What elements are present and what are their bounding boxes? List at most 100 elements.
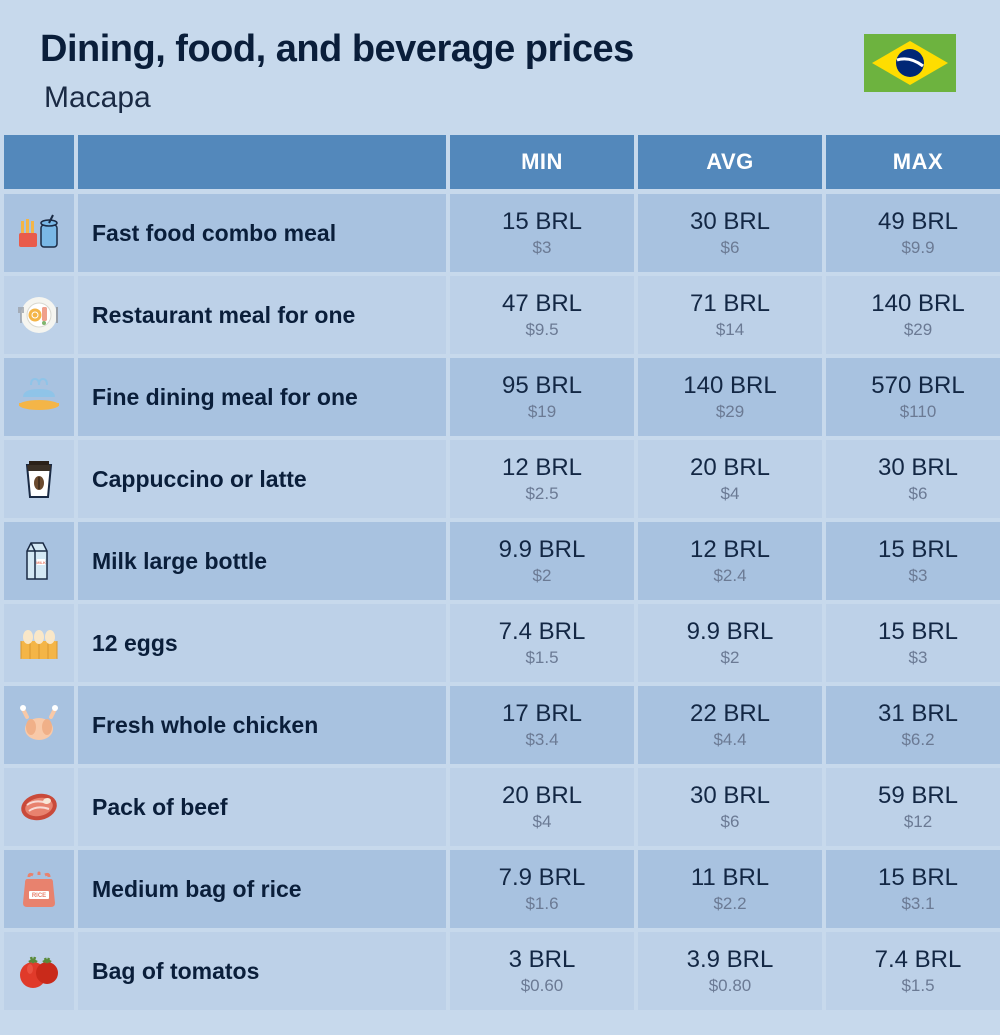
min-usd: $3 <box>533 238 552 258</box>
max-brl: 570 BRL <box>871 372 964 400</box>
tomato-icon <box>17 949 61 993</box>
item-label: Pack of beef <box>92 794 228 821</box>
icon-cell <box>4 276 74 354</box>
label-cell: Bag of tomatos <box>78 932 446 1010</box>
avg-brl: 30 BRL <box>690 208 770 236</box>
item-label: Bag of tomatos <box>92 958 259 985</box>
label-cell: 12 eggs <box>78 604 446 682</box>
max-usd: $110 <box>900 402 937 422</box>
avg-brl: 71 BRL <box>690 290 770 318</box>
max-usd: $6.2 <box>901 730 934 750</box>
th-avg: AVG <box>638 135 822 189</box>
item-label: Fast food combo meal <box>92 220 336 247</box>
max-brl: 15 BRL <box>878 864 958 892</box>
min-cell: 20 BRL $4 <box>450 768 634 846</box>
avg-usd: $4.4 <box>713 730 746 750</box>
max-usd: $3 <box>909 566 928 586</box>
max-brl: 15 BRL <box>878 536 958 564</box>
max-cell: 7.4 BRL $1.5 <box>826 932 1000 1010</box>
table-row: Pack of beef 20 BRL $4 30 BRL $6 59 BRL … <box>0 768 1000 846</box>
max-brl: 15 BRL <box>878 618 958 646</box>
min-usd: $2.5 <box>525 484 558 504</box>
eggs-icon <box>17 621 61 665</box>
item-label: Fresh whole chicken <box>92 712 318 739</box>
min-brl: 95 BRL <box>502 372 582 400</box>
label-cell: Milk large bottle <box>78 522 446 600</box>
th-min: MIN <box>450 135 634 189</box>
min-usd: $2 <box>533 566 552 586</box>
max-usd: $1.5 <box>901 976 934 996</box>
min-brl: 3 BRL <box>509 946 576 974</box>
avg-cell: 140 BRL $29 <box>638 358 822 436</box>
label-cell: Pack of beef <box>78 768 446 846</box>
label-cell: Fine dining meal for one <box>78 358 446 436</box>
max-brl: 31 BRL <box>878 700 958 728</box>
beef-icon <box>17 785 61 829</box>
label-cell: Restaurant meal for one <box>78 276 446 354</box>
avg-usd: $6 <box>721 812 740 832</box>
icon-cell <box>4 932 74 1010</box>
min-cell: 9.9 BRL $2 <box>450 522 634 600</box>
avg-cell: 71 BRL $14 <box>638 276 822 354</box>
max-brl: 30 BRL <box>878 454 958 482</box>
item-label: Medium bag of rice <box>92 876 302 903</box>
label-cell: Medium bag of rice <box>78 850 446 928</box>
icon-cell <box>4 686 74 764</box>
min-brl: 17 BRL <box>502 700 582 728</box>
max-usd: $9.9 <box>901 238 934 258</box>
label-cell: Fresh whole chicken <box>78 686 446 764</box>
item-label: Milk large bottle <box>92 548 267 575</box>
page-header: Dining, food, and beverage prices Macapa <box>0 0 1000 135</box>
price-table: MIN AVG MAX Fast food combo meal 15 BRL … <box>0 135 1000 1010</box>
min-usd: $3.4 <box>525 730 558 750</box>
min-cell: 3 BRL $0.60 <box>450 932 634 1010</box>
max-brl: 59 BRL <box>878 782 958 810</box>
max-cell: 30 BRL $6 <box>826 440 1000 518</box>
min-cell: 7.9 BRL $1.6 <box>450 850 634 928</box>
min-usd: $1.6 <box>525 894 558 914</box>
item-label: 12 eggs <box>92 630 178 657</box>
price-table-page: Dining, food, and beverage prices Macapa… <box>0 0 1000 1010</box>
max-cell: 15 BRL $3 <box>826 604 1000 682</box>
min-cell: 95 BRL $19 <box>450 358 634 436</box>
table-row: Fresh whole chicken 17 BRL $3.4 22 BRL $… <box>0 686 1000 764</box>
item-label: Fine dining meal for one <box>92 384 358 411</box>
brazil-flag-icon <box>864 34 956 92</box>
restaurant-meal-icon <box>17 293 61 337</box>
icon-cell <box>4 522 74 600</box>
min-cell: 15 BRL $3 <box>450 194 634 272</box>
avg-brl: 12 BRL <box>690 536 770 564</box>
max-brl: 140 BRL <box>871 290 964 318</box>
max-brl: 7.4 BRL <box>875 946 962 974</box>
min-usd: $19 <box>528 402 556 422</box>
min-brl: 9.9 BRL <box>499 536 586 564</box>
titles: Dining, food, and beverage prices Macapa <box>40 28 634 115</box>
max-cell: 570 BRL $110 <box>826 358 1000 436</box>
avg-brl: 3.9 BRL <box>687 946 774 974</box>
max-cell: 31 BRL $6.2 <box>826 686 1000 764</box>
avg-brl: 11 BRL <box>691 864 769 892</box>
table-row: Fast food combo meal 15 BRL $3 30 BRL $6… <box>0 194 1000 272</box>
icon-cell <box>4 768 74 846</box>
max-usd: $29 <box>904 320 932 340</box>
avg-cell: 12 BRL $2.4 <box>638 522 822 600</box>
avg-cell: 20 BRL $4 <box>638 440 822 518</box>
page-subtitle: Macapa <box>44 81 634 115</box>
min-brl: 47 BRL <box>502 290 582 318</box>
fast-food-icon <box>17 211 61 255</box>
avg-cell: 9.9 BRL $2 <box>638 604 822 682</box>
chicken-icon <box>17 703 61 747</box>
page-title: Dining, food, and beverage prices <box>40 28 634 71</box>
item-label: Cappuccino or latte <box>92 466 307 493</box>
avg-brl: 9.9 BRL <box>687 618 774 646</box>
avg-usd: $6 <box>721 238 740 258</box>
max-brl: 49 BRL <box>878 208 958 236</box>
avg-usd: $29 <box>716 402 744 422</box>
max-cell: 15 BRL $3 <box>826 522 1000 600</box>
max-usd: $6 <box>909 484 928 504</box>
table-header-row: MIN AVG MAX <box>0 135 1000 189</box>
milk-icon <box>17 539 61 583</box>
label-cell: Fast food combo meal <box>78 194 446 272</box>
min-brl: 12 BRL <box>502 454 582 482</box>
table-row: 12 eggs 7.4 BRL $1.5 9.9 BRL $2 15 BRL $… <box>0 604 1000 682</box>
